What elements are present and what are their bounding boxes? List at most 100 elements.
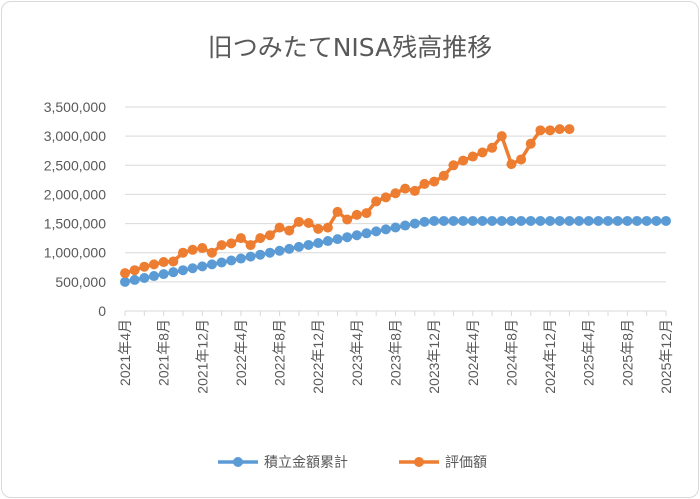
series-1-point — [168, 267, 179, 278]
series-1-point — [342, 232, 353, 243]
series-1-point — [158, 269, 169, 280]
x-tick-label: 2021年12月 — [194, 319, 210, 394]
series-2-point — [448, 160, 459, 171]
y-tick-label: 1,500,000 — [44, 216, 106, 232]
series-1-point — [583, 215, 594, 226]
y-tick-label: 0 — [98, 303, 106, 319]
series-2-point — [516, 154, 527, 165]
series-2-point — [487, 142, 498, 153]
gridlines — [125, 106, 666, 312]
y-tick-label: 1,000,000 — [44, 245, 106, 261]
series-2-point — [477, 147, 488, 158]
series-1-point — [477, 215, 488, 226]
series-2-point — [458, 155, 469, 166]
series-2-point — [390, 188, 401, 199]
series-2-point — [206, 247, 217, 258]
series-2-point — [525, 138, 536, 149]
series-1-point — [438, 215, 449, 226]
series-1-point — [264, 247, 275, 258]
series-1-point — [603, 215, 614, 226]
series-1-point — [177, 265, 188, 276]
series-1-point — [593, 215, 604, 226]
legend-swatch-marker — [414, 457, 424, 467]
series-2-point — [187, 244, 198, 255]
x-tick-label: 2025年12月 — [658, 319, 674, 394]
series-1-point — [467, 215, 478, 226]
series-2-point — [197, 243, 208, 254]
series-2-point — [129, 265, 140, 276]
series-1-point — [564, 215, 575, 226]
series-2-point — [168, 256, 179, 267]
series-1-point — [371, 226, 382, 237]
series-1-point — [235, 253, 246, 264]
legend: 積立金額累計 評価額 — [218, 455, 487, 471]
series-2-point — [371, 196, 382, 207]
y-tick-label: 500,000 — [55, 274, 106, 290]
series-2-point — [226, 238, 237, 249]
series-2-point — [255, 233, 266, 244]
series-1-point — [380, 224, 391, 235]
series-2-point — [545, 125, 556, 136]
series-1-point — [255, 249, 266, 260]
x-tick-label: 2023年8月 — [388, 319, 404, 386]
series-1-point — [206, 259, 217, 270]
legend-swatch-marker — [233, 457, 243, 467]
series-2-point — [467, 151, 478, 162]
series-1-point — [487, 215, 498, 226]
chart-title: 旧つみたてNISA残高推移 — [207, 33, 493, 62]
series-2-point — [564, 124, 575, 135]
series-2-point — [177, 247, 188, 258]
legend-label: 評価額 — [445, 455, 487, 471]
series-1-point — [574, 215, 585, 226]
x-tick-label: 2024年8月 — [503, 319, 519, 386]
x-tick-label: 2022年12月 — [310, 319, 326, 394]
series-2-point — [361, 208, 372, 219]
x-tick-label: 2024年4月 — [465, 319, 481, 386]
series-2-point — [332, 206, 343, 217]
series-1-point — [351, 230, 362, 241]
series-1-point — [525, 215, 536, 226]
series-2-point — [506, 159, 517, 170]
series-2-point — [235, 233, 246, 244]
series-1-point — [226, 255, 237, 266]
series-2-point — [139, 261, 150, 272]
series-2-point — [351, 209, 362, 220]
x-tick-label: 2025年8月 — [619, 319, 635, 386]
x-tick-label: 2021年4月 — [117, 319, 133, 386]
series-1-point — [129, 274, 140, 285]
series-1-point — [313, 238, 324, 249]
series-1-point — [322, 236, 333, 247]
series-1-point — [274, 245, 285, 256]
series-1-point — [554, 215, 565, 226]
series-1-point — [429, 215, 440, 226]
series-1-point — [332, 234, 343, 245]
series-1-point — [361, 228, 372, 239]
series-2-point — [303, 217, 314, 228]
series-1-point — [622, 215, 633, 226]
series-2-point — [438, 170, 449, 181]
series-2-point — [400, 183, 411, 194]
x-axis: 2021年4月 2021年8月 2021年12月 2022年4月 2022年8月 2022… — [117, 310, 674, 394]
series-1-point — [661, 215, 671, 226]
series-2-point — [322, 222, 333, 233]
x-tick-label: 2023年12月 — [426, 319, 442, 394]
series-1-point — [303, 239, 314, 250]
series-1-point — [390, 222, 401, 233]
series-1-point — [120, 276, 130, 287]
series-layer — [120, 124, 671, 287]
series-1-point — [516, 215, 527, 226]
series-1-point — [409, 218, 420, 229]
series-2-point — [245, 240, 256, 251]
series-2-point — [535, 125, 546, 136]
series-1-point — [448, 215, 459, 226]
series-1-point — [419, 216, 430, 227]
series-2-point — [342, 214, 353, 225]
series-1-point — [651, 215, 662, 226]
series-1-point — [400, 220, 411, 231]
series-2-point — [313, 223, 324, 234]
series-1-point — [197, 261, 208, 272]
series-2-point — [148, 259, 159, 270]
series-2-point — [274, 222, 285, 233]
series-1-point — [458, 215, 469, 226]
